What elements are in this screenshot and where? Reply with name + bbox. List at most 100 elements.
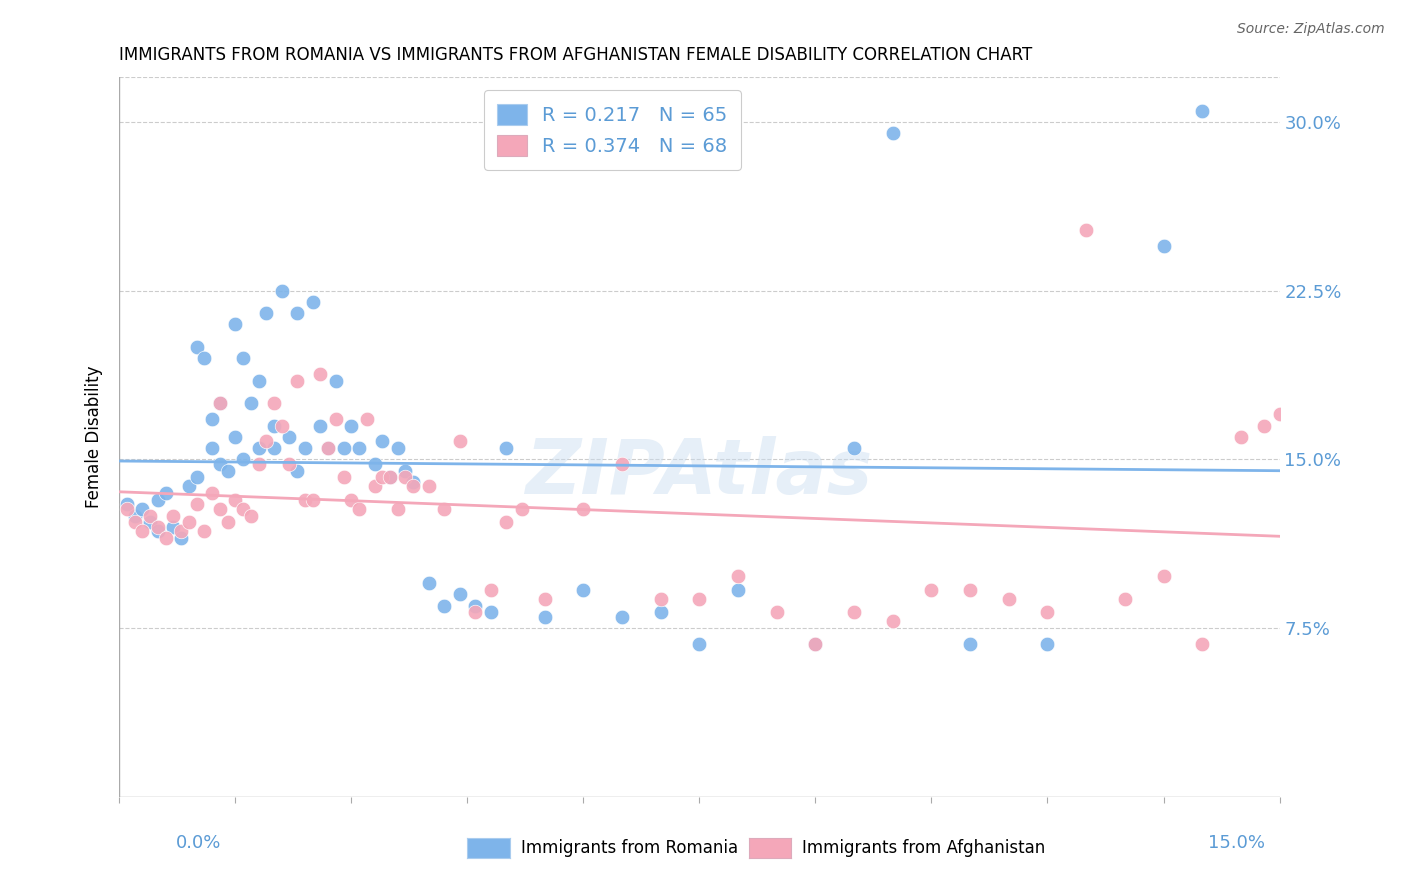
Point — [208, 396, 231, 410]
Text: 0.0%: 0.0% — [176, 834, 221, 852]
Point — [239, 508, 262, 523]
Point — [363, 457, 385, 471]
Point — [378, 470, 401, 484]
Point — [433, 501, 456, 516]
Point — [727, 582, 749, 597]
Point — [464, 599, 486, 613]
Point — [650, 591, 672, 606]
Point — [270, 284, 292, 298]
Point — [309, 367, 332, 381]
Point — [217, 464, 239, 478]
Point — [533, 591, 555, 606]
Point — [347, 501, 370, 516]
Point — [387, 501, 409, 516]
Point — [232, 501, 254, 516]
Point — [124, 508, 146, 523]
Point — [1191, 103, 1213, 118]
Point — [177, 516, 200, 530]
Y-axis label: Female Disability: Female Disability — [86, 366, 103, 508]
Point — [146, 492, 169, 507]
Point — [201, 441, 224, 455]
Point — [270, 418, 292, 433]
Point — [208, 396, 231, 410]
Point — [572, 501, 595, 516]
Text: Immigrants from Romania: Immigrants from Romania — [520, 839, 738, 857]
Point — [162, 508, 184, 523]
Point — [146, 520, 169, 534]
Point — [610, 457, 633, 471]
Point — [239, 396, 262, 410]
Point — [247, 441, 270, 455]
Point — [146, 524, 169, 539]
Point — [263, 441, 285, 455]
Point — [177, 479, 200, 493]
Point — [186, 497, 208, 511]
Point — [347, 441, 370, 455]
Point — [224, 430, 246, 444]
Point — [842, 605, 865, 619]
Point — [1076, 223, 1098, 237]
Point — [510, 501, 533, 516]
Point — [356, 412, 378, 426]
Text: 15.0%: 15.0% — [1208, 834, 1265, 852]
Point — [155, 486, 177, 500]
Point — [418, 479, 440, 493]
Point — [479, 605, 502, 619]
Point — [193, 351, 215, 365]
Point — [387, 441, 409, 455]
Point — [394, 470, 416, 484]
Point — [1230, 430, 1253, 444]
Point — [340, 492, 363, 507]
Point — [804, 637, 827, 651]
Point — [325, 374, 347, 388]
Point — [688, 591, 710, 606]
Point — [162, 520, 184, 534]
Point — [449, 587, 471, 601]
Point — [610, 609, 633, 624]
Point — [363, 479, 385, 493]
Point — [959, 637, 981, 651]
Point — [1114, 591, 1136, 606]
Point — [309, 418, 332, 433]
Point — [449, 434, 471, 449]
Point — [201, 412, 224, 426]
Text: IMMIGRANTS FROM ROMANIA VS IMMIGRANTS FROM AFGHANISTAN FEMALE DISABILITY CORRELA: IMMIGRANTS FROM ROMANIA VS IMMIGRANTS FR… — [120, 46, 1032, 64]
Point — [1268, 407, 1291, 421]
Point — [920, 582, 942, 597]
Point — [1036, 637, 1059, 651]
Point — [124, 516, 146, 530]
Point — [495, 516, 517, 530]
Text: ZIPAtlas: ZIPAtlas — [526, 436, 873, 510]
Point — [479, 582, 502, 597]
Point — [131, 524, 153, 539]
Point — [572, 582, 595, 597]
Point — [371, 470, 394, 484]
Point — [316, 441, 339, 455]
Point — [1253, 418, 1275, 433]
Point — [254, 306, 277, 320]
Text: Immigrants from Afghanistan: Immigrants from Afghanistan — [801, 839, 1046, 857]
Point — [155, 531, 177, 545]
Point — [301, 492, 323, 507]
Point — [224, 318, 246, 332]
Point — [285, 464, 308, 478]
Legend: R = 0.217   N = 65, R = 0.374   N = 68: R = 0.217 N = 65, R = 0.374 N = 68 — [484, 90, 741, 169]
Point — [332, 470, 354, 484]
Point — [224, 492, 246, 507]
Point — [247, 457, 270, 471]
Point — [285, 374, 308, 388]
Point — [533, 609, 555, 624]
Point — [201, 486, 224, 500]
Point — [217, 516, 239, 530]
Point — [765, 605, 787, 619]
Point — [464, 605, 486, 619]
Point — [278, 430, 301, 444]
Point — [186, 340, 208, 354]
Point — [371, 434, 394, 449]
Point — [650, 605, 672, 619]
Point — [263, 396, 285, 410]
Point — [882, 126, 904, 140]
Point — [433, 599, 456, 613]
Point — [402, 475, 425, 489]
Point — [688, 637, 710, 651]
